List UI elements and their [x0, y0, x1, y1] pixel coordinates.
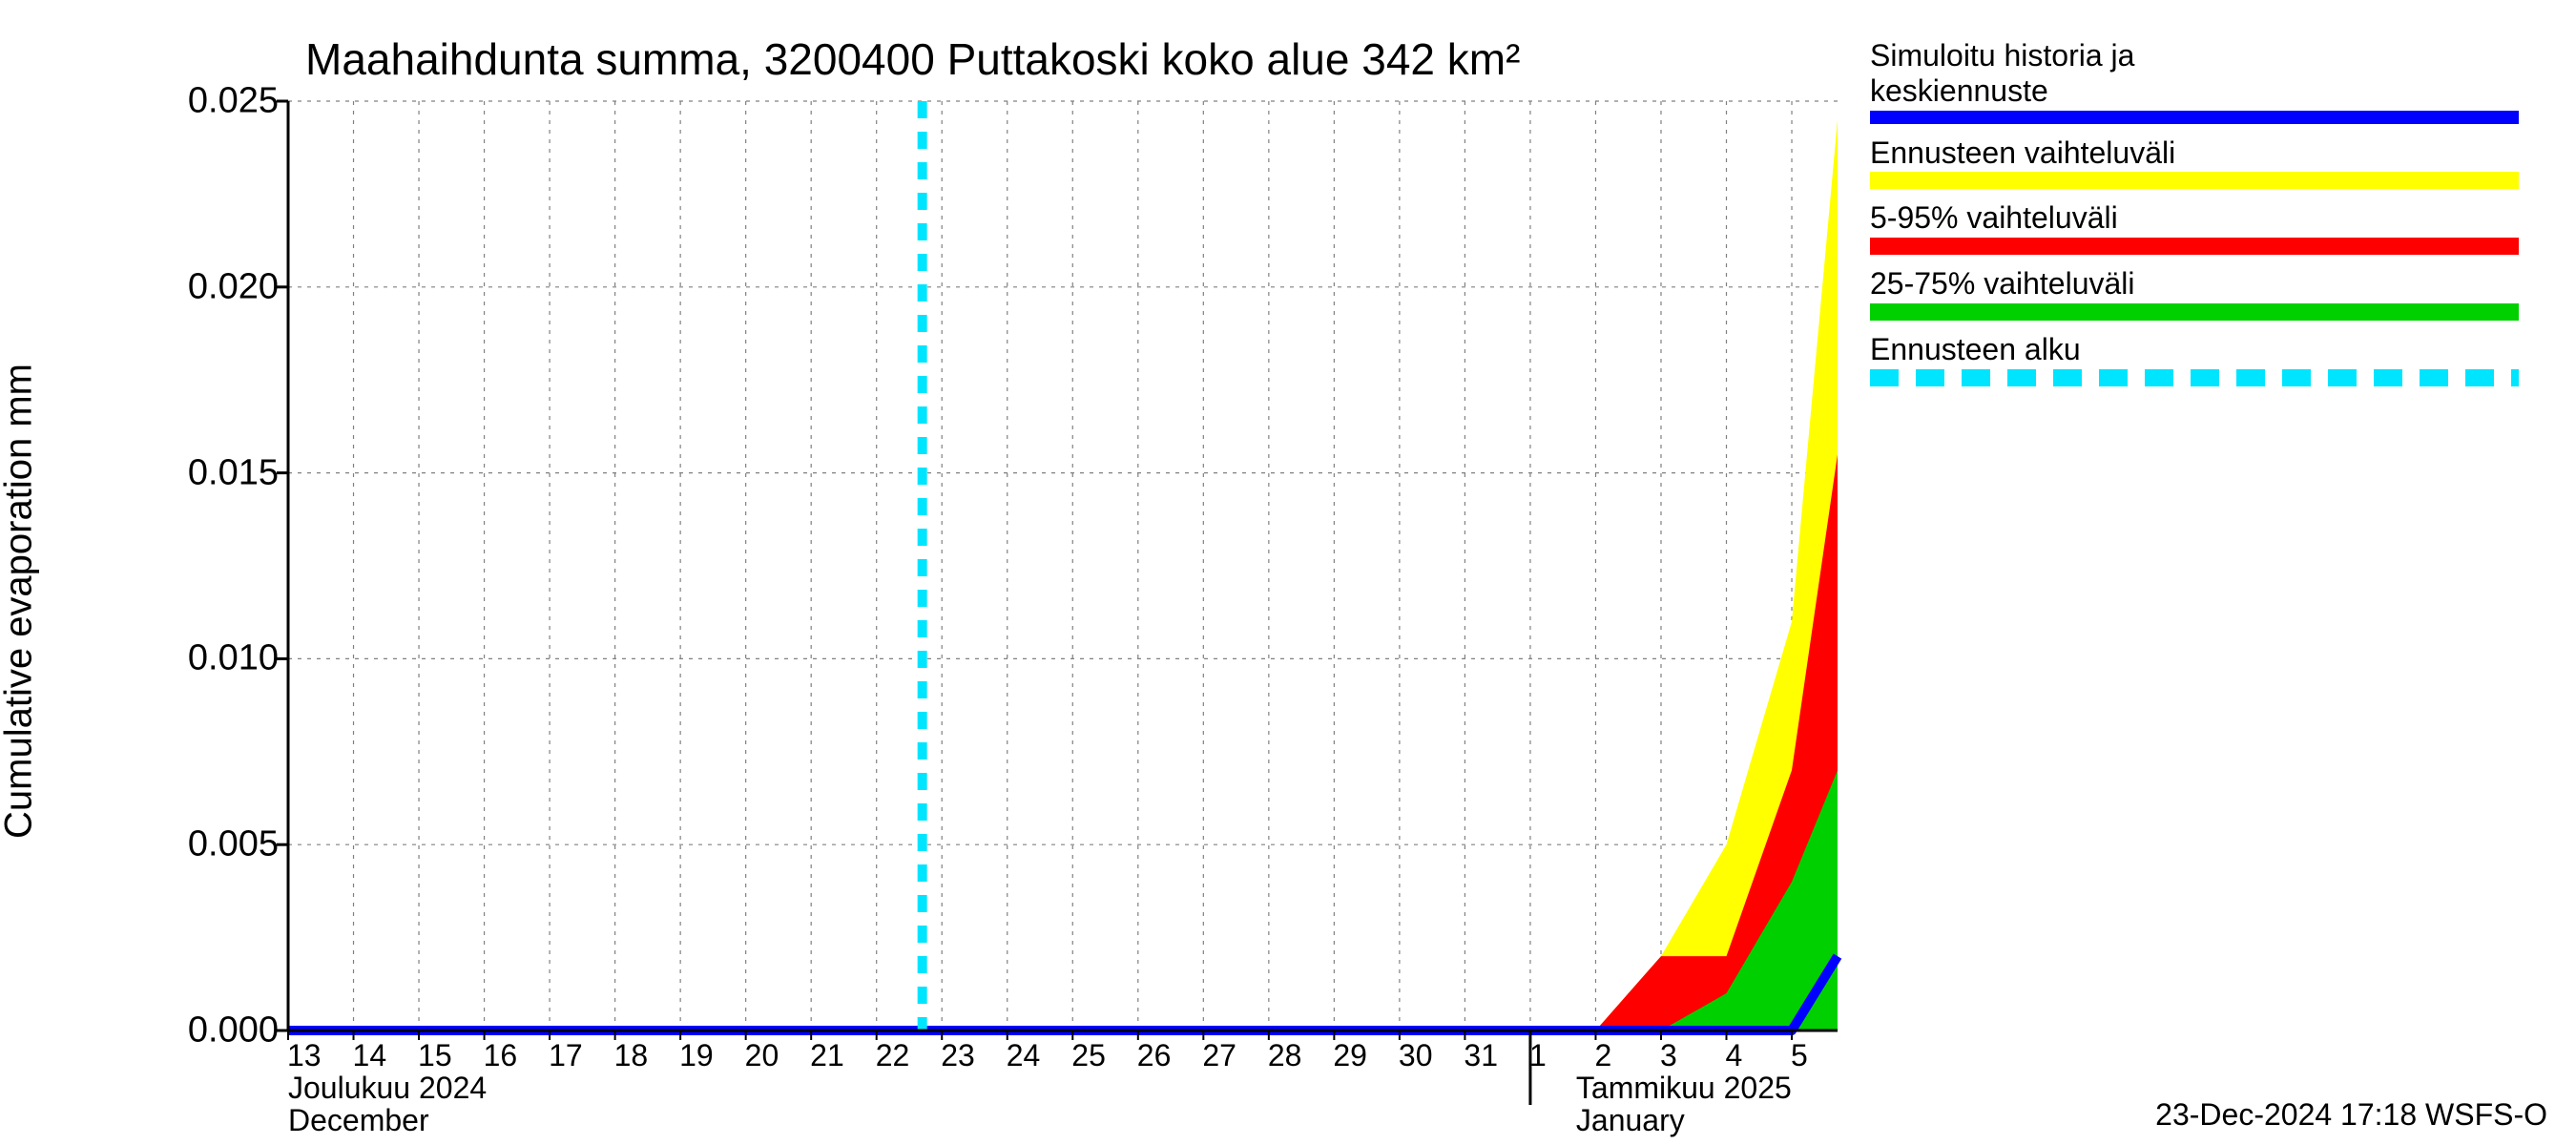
legend-label: Simuloitu historia ja keskiennuste: [1870, 38, 2519, 109]
x-tick-label: 27: [1202, 1038, 1236, 1073]
x-tick-label: 21: [810, 1038, 844, 1073]
x-tick-label: 26: [1137, 1038, 1172, 1073]
x-tick-label: 14: [353, 1038, 387, 1073]
month-label: January: [1576, 1103, 1685, 1138]
y-tick-label: 0.025: [188, 81, 279, 122]
x-tick-label: 15: [418, 1038, 452, 1073]
x-tick-label: 16: [484, 1038, 518, 1073]
legend-label: Ennusteen alku: [1870, 332, 2519, 367]
y-tick-label: 0.000: [188, 1010, 279, 1051]
legend-label: 25-75% vaihteluväli: [1870, 266, 2519, 302]
month-label: Tammikuu 2025: [1576, 1071, 1792, 1106]
x-tick-label: 17: [549, 1038, 583, 1073]
x-tick-label: 18: [614, 1038, 649, 1073]
x-tick-label: 24: [1007, 1038, 1041, 1073]
legend: Simuloitu historia ja keskiennuste Ennust…: [1870, 38, 2519, 398]
legend-entry: Ennusteen alku: [1870, 332, 2519, 386]
legend-entry: Simuloitu historia ja keskiennuste: [1870, 38, 2519, 124]
month-label: Joulukuu 2024: [288, 1071, 487, 1106]
legend-entry: 25-75% vaihteluväli: [1870, 266, 2519, 321]
legend-label: 5-95% vaihteluväli: [1870, 200, 2519, 236]
legend-dash-swatch: [1870, 369, 2519, 386]
legend-block-swatch: [1870, 172, 2519, 189]
legend-line-swatch: [1870, 111, 2519, 124]
legend-entry: Ennusteen vaihteluväli: [1870, 135, 2519, 190]
y-tick-label: 0.015: [188, 452, 279, 493]
x-tick-label: 4: [1726, 1038, 1743, 1073]
x-tick-label: 30: [1399, 1038, 1433, 1073]
legend-block-swatch: [1870, 303, 2519, 321]
footer-timestamp: 23-Dec-2024 17:18 WSFS-O: [2155, 1097, 2547, 1133]
x-tick-label: 19: [679, 1038, 714, 1073]
y-tick-label: 0.005: [188, 824, 279, 865]
x-tick-label: 3: [1660, 1038, 1677, 1073]
x-tick-label: 20: [745, 1038, 779, 1073]
y-tick-label: 0.010: [188, 638, 279, 679]
x-tick-label: 25: [1071, 1038, 1106, 1073]
chart-stage: Maahaihdunta summa, 3200400 Puttakoski k…: [0, 0, 2576, 1145]
legend-entry: 5-95% vaihteluväli: [1870, 200, 2519, 255]
legend-block-swatch: [1870, 238, 2519, 255]
y-axis-label: Cumulative evaporation mm: [0, 364, 41, 839]
month-label: December: [288, 1103, 429, 1138]
y-tick-label: 0.020: [188, 266, 279, 307]
x-tick-label: 1: [1529, 1038, 1547, 1073]
x-tick-label: 31: [1464, 1038, 1498, 1073]
x-tick-label: 22: [876, 1038, 910, 1073]
x-tick-label: 2: [1594, 1038, 1611, 1073]
x-tick-label: 29: [1333, 1038, 1367, 1073]
x-tick-label: 28: [1268, 1038, 1302, 1073]
chart-title: Maahaihdunta summa, 3200400 Puttakoski k…: [305, 33, 1520, 85]
x-tick-label: 5: [1791, 1038, 1808, 1073]
x-tick-label: 23: [941, 1038, 975, 1073]
legend-label: Ennusteen vaihteluväli: [1870, 135, 2519, 171]
x-tick-label: 13: [287, 1038, 322, 1073]
